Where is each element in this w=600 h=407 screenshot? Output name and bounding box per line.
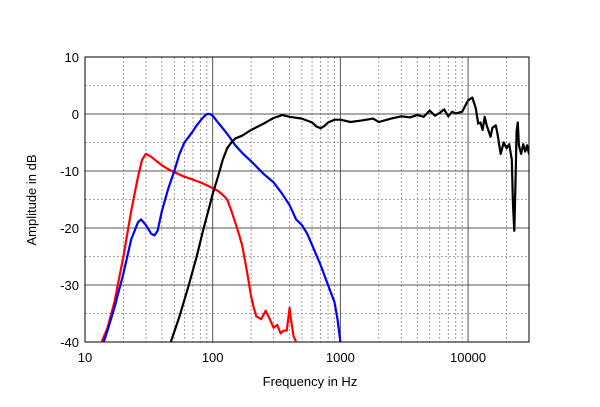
y-tick-label: -20	[60, 221, 79, 236]
y-tick-label: -10	[60, 164, 79, 179]
y-tick-label: 0	[72, 107, 79, 122]
y-tick-label: 10	[65, 50, 79, 65]
plot-frame	[84, 56, 530, 343]
x-tick-labels: 10 100 1000 10000	[78, 350, 486, 365]
series-layer	[100, 96, 529, 342]
x-tick-label: 10000	[450, 350, 486, 365]
series-line-1	[100, 152, 298, 342]
x-axis-label: Frequency in Hz	[263, 374, 358, 389]
x-tick-label: 100	[202, 350, 224, 365]
x-tick-label: 1000	[326, 350, 355, 365]
grid-lines	[85, 57, 529, 342]
series-line-2	[102, 112, 342, 342]
series-line-3	[169, 96, 529, 342]
y-axis-label: Amplitude in dB	[24, 154, 39, 245]
y-tick-labels: 10 0 -10 -20 -30 -40	[60, 50, 79, 350]
y-tick-label: -40	[60, 335, 79, 350]
x-tick-label: 10	[78, 350, 92, 365]
y-tick-label: -30	[60, 278, 79, 293]
